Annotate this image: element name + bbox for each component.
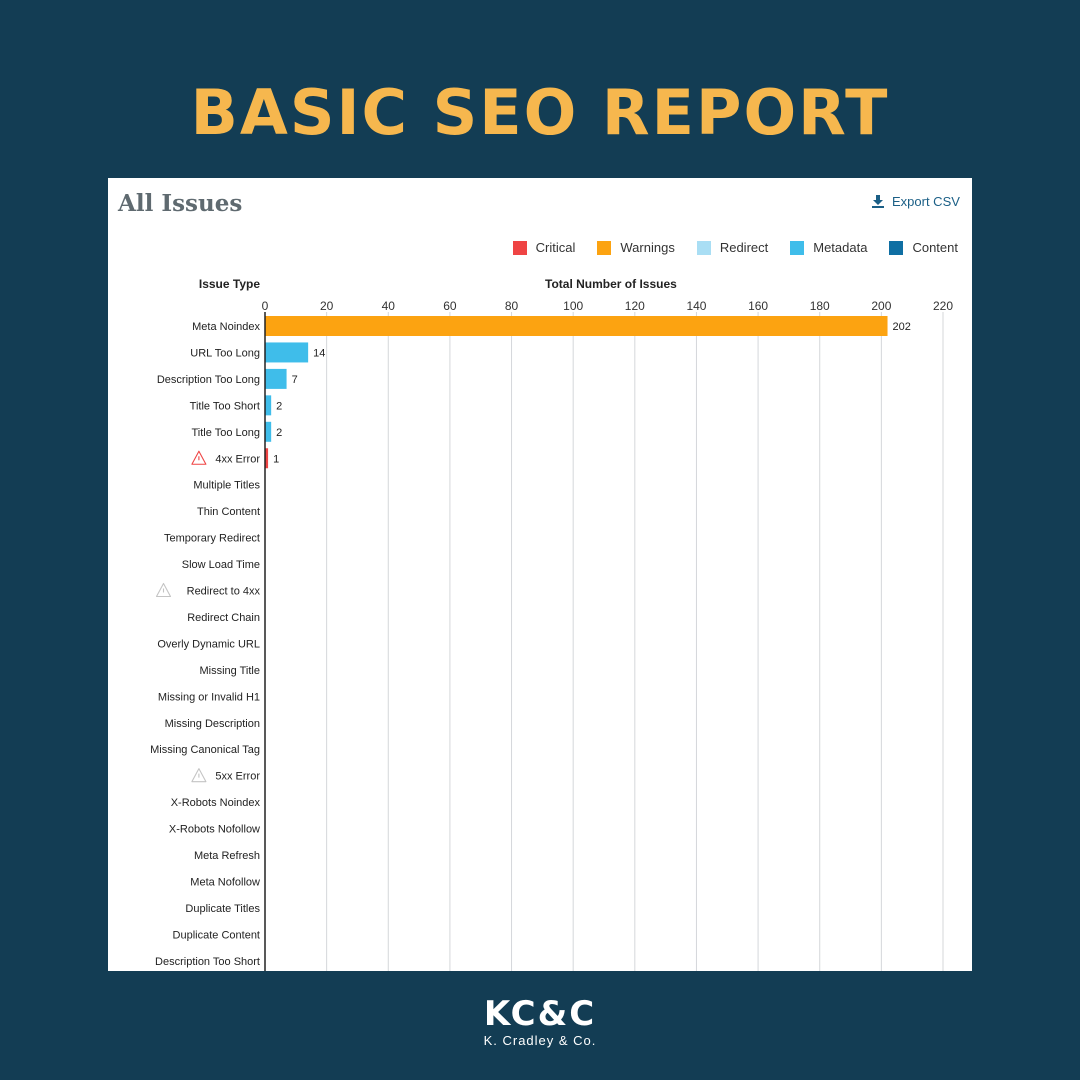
bar xyxy=(265,395,272,416)
x-tick-label: 140 xyxy=(686,299,706,313)
x-tick-label: 160 xyxy=(748,299,768,313)
legend-label-metadata: Metadata xyxy=(813,240,868,255)
category-label: Missing or Invalid H1 xyxy=(158,691,260,703)
category-label: Missing Canonical Tag xyxy=(150,744,260,756)
legend-swatch-content xyxy=(889,240,904,255)
bar xyxy=(265,316,888,336)
category-label: 4xx Error xyxy=(215,453,260,465)
legend-item-critical[interactable]: Critical xyxy=(512,240,576,255)
bar-chart: 0 20 40 60 80 100 120 140 160 180 200 220 Meta Noind… xyxy=(150,299,953,971)
category-label: Description Too Short xyxy=(155,956,260,968)
x-tick-label: 40 xyxy=(382,299,396,313)
data-label: 2 xyxy=(276,427,282,439)
legend-swatch-warnings xyxy=(597,240,612,255)
logo-subtitle: K. Cradley & Co. xyxy=(483,1033,597,1048)
company-logo: KC&C K. Cradley & Co. xyxy=(0,996,1080,1048)
x-tick-label: 180 xyxy=(810,299,830,313)
x-tick-label: 20 xyxy=(320,299,334,313)
category-label: Missing Title xyxy=(199,665,260,677)
warning-icon xyxy=(191,768,207,783)
legend-swatch-critical xyxy=(512,240,527,255)
export-csv-button[interactable]: Export CSV xyxy=(872,194,960,209)
data-label: 7 xyxy=(292,374,298,386)
category-label: Duplicate Content xyxy=(173,929,260,941)
category-label: Missing Description xyxy=(165,718,260,730)
category-label: Temporary Redirect xyxy=(164,533,260,545)
category-label: 5xx Error xyxy=(215,771,260,783)
download-icon xyxy=(872,195,884,208)
category-label: Overly Dynamic URL xyxy=(157,638,260,650)
bar xyxy=(265,368,287,389)
category-label: Duplicate Titles xyxy=(185,903,260,915)
data-label: 2 xyxy=(276,400,282,412)
y-axis-title: Issue Type xyxy=(198,277,260,291)
legend-item-redirect[interactable]: Redirect xyxy=(696,240,769,255)
category-label: X-Robots Noindex xyxy=(171,797,261,809)
x-tick-label: 60 xyxy=(443,299,457,313)
legend-label-critical: Critical xyxy=(535,240,576,255)
category-label: Description Too Long xyxy=(157,374,260,386)
warning-icon xyxy=(191,450,207,465)
category-label: X-Robots Nofollow xyxy=(169,824,260,836)
category-label: Thin Content xyxy=(197,506,260,518)
category-label: Redirect Chain xyxy=(187,612,260,624)
legend-item-content[interactable]: Content xyxy=(889,240,958,255)
x-tick-label: 80 xyxy=(505,299,519,313)
category-label: Multiple Titles xyxy=(193,480,260,492)
legend-label-content: Content xyxy=(912,240,958,255)
x-tick-label: 200 xyxy=(871,299,891,313)
category-label: Meta Refresh xyxy=(194,850,260,862)
x-axis-title: Total Number of Issues xyxy=(545,277,677,291)
data-label: 1 xyxy=(273,453,279,465)
x-tick-label: 0 xyxy=(262,299,269,313)
bar xyxy=(265,421,272,442)
chart-legend: Critical Warnings Redirect Metadata Cont… xyxy=(512,240,958,255)
legend-label-warnings: Warnings xyxy=(620,240,675,255)
data-label: 202 xyxy=(893,321,911,333)
bar xyxy=(265,448,269,469)
x-tick-label: 220 xyxy=(933,299,953,313)
data-label: 14 xyxy=(313,347,325,359)
all-issues-panel: All Issues Export CSV Critical Warnings … xyxy=(108,178,972,971)
category-label: Title Too Long xyxy=(192,427,261,439)
logo-mark: KC&C xyxy=(483,994,597,1034)
category-label: Redirect to 4xx xyxy=(187,586,261,598)
warning-icon xyxy=(155,582,172,598)
legend-item-warnings[interactable]: Warnings xyxy=(597,240,675,255)
category-label: Slow Load Time xyxy=(182,559,260,571)
legend-item-metadata[interactable]: Metadata xyxy=(790,240,867,255)
legend-swatch-metadata xyxy=(790,240,805,255)
x-tick-label: 100 xyxy=(563,299,583,313)
category-label: Meta Nofollow xyxy=(190,876,260,888)
category-label: URL Too Long xyxy=(190,347,260,359)
legend-label-redirect: Redirect xyxy=(719,240,769,255)
report-title: BASIC SEO REPORT xyxy=(190,76,890,149)
export-csv-label: Export CSV xyxy=(892,194,960,209)
category-label: Meta Noindex xyxy=(192,321,260,333)
category-label: Title Too Short xyxy=(190,400,260,412)
legend-swatch-redirect xyxy=(696,240,711,255)
bar xyxy=(265,342,309,363)
x-tick-label: 120 xyxy=(625,299,645,313)
panel-title: All Issues xyxy=(118,190,243,217)
